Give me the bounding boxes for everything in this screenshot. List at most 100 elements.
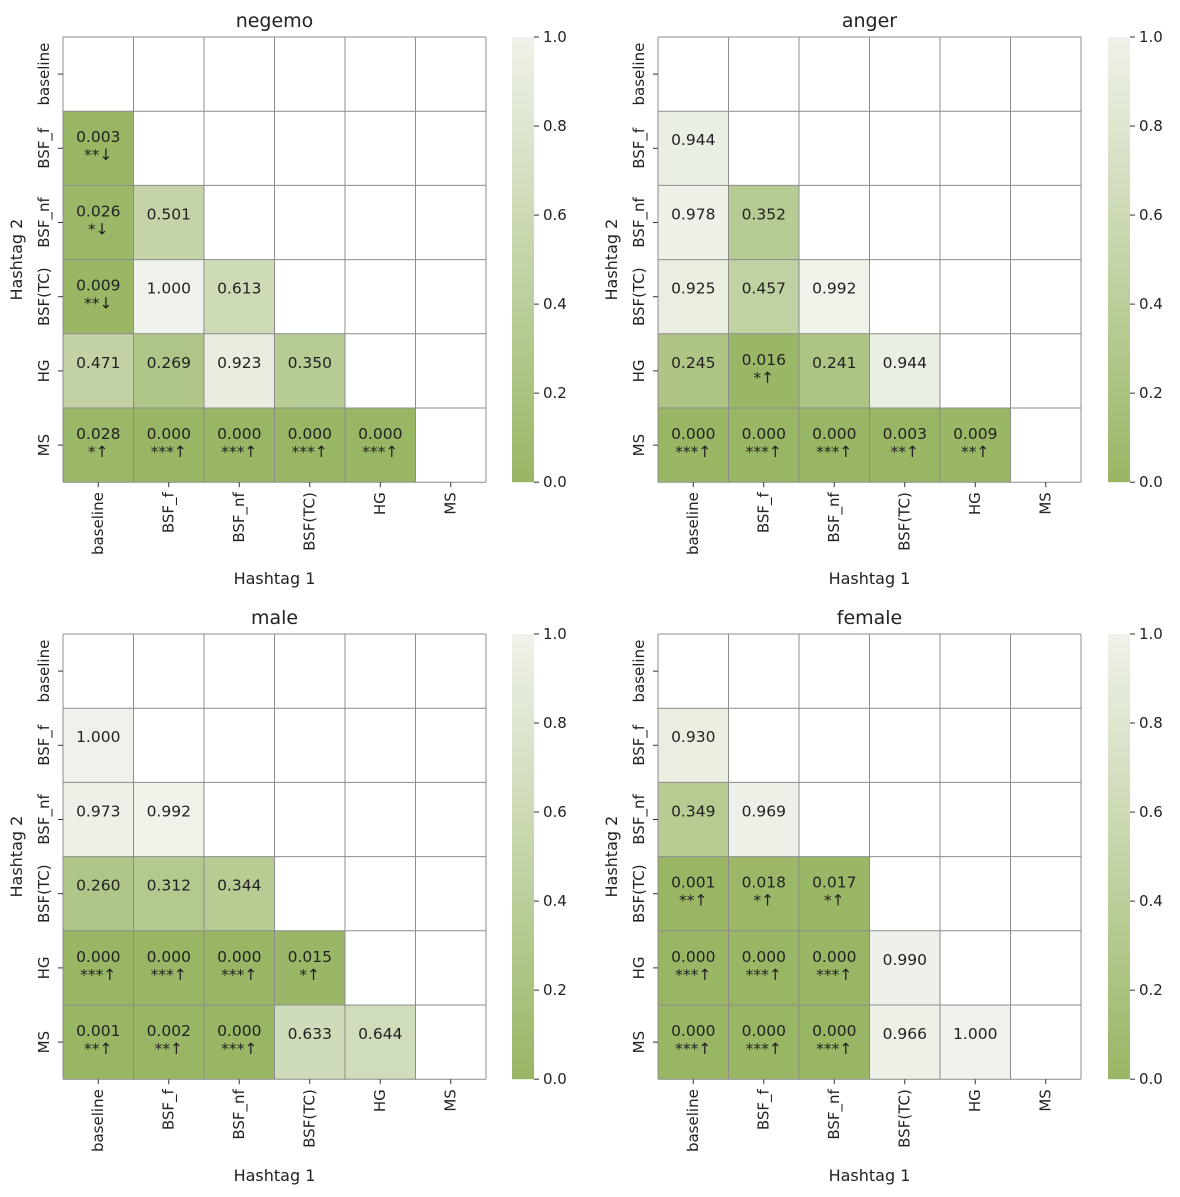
cell-value-label: 0.000 [742,425,786,443]
cell-significance-label: **↑ [891,443,920,461]
heatmap-cell [799,408,870,483]
cell-significance-label: ***↑ [151,966,187,984]
heatmap-cell [658,708,729,783]
colorbar-tick-label: 0.0 [1139,473,1163,491]
cell-value-label: 0.003 [883,425,927,443]
y-tick-label: BSF_nf [630,197,649,248]
x-axis-label: Hashtag 1 [234,569,316,588]
cell-significance-label: ***↑ [221,966,257,984]
cell-value-label: 0.000 [812,948,856,966]
heatmap-cell [658,185,729,260]
y-tick-label: HG [35,956,53,979]
x-tick-label: BSF_nf [230,1088,249,1139]
heatmap-cell [133,1005,204,1080]
heatmap-cell [204,930,275,1005]
cell-value-label: 0.000 [358,425,402,443]
cell-value-label: 1.000 [953,1025,997,1043]
heatmap-cell [63,259,134,334]
chart-title: negemo [236,10,314,32]
cell-value-label: 0.000 [288,425,332,443]
heatmap-cell [274,333,345,408]
colorbar-tick-label: 1.0 [1139,625,1163,643]
heatmap-cell [658,782,729,857]
colorbar-tick-label: 0.6 [1139,206,1163,224]
colorbar-tick-label: 0.2 [1139,981,1163,999]
cell-value-label: 0.633 [288,1025,332,1043]
cell-significance-label: *↑ [824,892,845,910]
cell-significance-label: *↓ [88,220,109,238]
heatmap-cell [274,408,345,483]
cell-significance-label: *↑ [753,892,774,910]
heatmap-cell [204,408,275,483]
heatmap-cell [940,1005,1011,1080]
heatmap-cell [799,1005,870,1080]
cell-value-label: 0.457 [742,280,786,298]
y-tick-label: HG [630,956,648,979]
y-tick-label: BSF_f [630,724,649,766]
heatmap-cell [204,1005,275,1080]
colorbar-tick-label: 0.6 [1139,803,1163,821]
y-tick-label: baseline [35,640,53,703]
y-tick-label: BSF(TC) [35,267,53,326]
colorbar-tick-label: 0.6 [543,206,567,224]
x-tick-label: BSF(TC) [896,492,914,551]
chart-title: female [837,607,903,629]
heatmap-cell [204,259,275,334]
cell-significance-label: *↑ [88,443,109,461]
y-tick-label: BSF_f [35,127,54,169]
heatmap-cell [133,930,204,1005]
heatmap-cell [658,333,729,408]
cell-value-label: 0.002 [147,1022,191,1040]
cell-value-label: 0.000 [217,1022,261,1040]
cell-value-label: 0.001 [76,1022,120,1040]
cell-value-label: 0.501 [147,205,191,223]
chart-title: anger [842,10,897,32]
cell-significance-label: ***↑ [816,966,852,984]
cell-value-label: 0.028 [76,425,120,443]
cell-significance-label: ***↑ [221,1040,257,1058]
cell-value-label: 0.349 [671,802,715,820]
y-tick-label: BSF(TC) [630,864,648,923]
cell-significance-label: ***↑ [675,443,711,461]
cell-value-label: 0.471 [76,354,120,372]
cell-value-label: 0.000 [147,425,191,443]
cell-value-label: 0.000 [742,948,786,966]
cell-significance-label: ***↑ [675,1040,711,1058]
x-tick-label: BSF(TC) [301,1089,319,1148]
y-tick-label: baseline [630,640,648,703]
x-tick-label: BSF(TC) [896,1089,914,1148]
colorbar-tick-label: 0.4 [1139,892,1163,910]
heatmap-cell [658,408,729,483]
x-tick-label: MS [1037,492,1055,514]
heatmap-cell [728,185,799,260]
y-tick-label: MS [630,1031,648,1053]
colorbar-tick-label: 0.4 [543,295,567,313]
colorbar-tick-label: 0.2 [1139,384,1163,402]
cell-significance-label: **↓ [84,295,113,313]
heatmap-cell [63,408,134,483]
cell-value-label: 0.017 [812,874,856,892]
x-tick-label: HG [966,492,984,515]
y-tick-label: HG [35,359,53,382]
cell-value-label: 0.000 [812,425,856,443]
heatmap-cell [869,1005,940,1080]
heatmap-cell [728,408,799,483]
heatmap-cell [63,856,134,931]
x-tick-label: baseline [89,492,107,555]
cell-value-label: 0.016 [742,351,786,369]
y-tick-label: BSF_f [630,127,649,169]
cell-value-label: 0.000 [217,948,261,966]
colorbar-tick-label: 0.4 [543,892,567,910]
heatmap-cell [799,259,870,334]
heatmap-cell [658,856,729,931]
heatmap-cell [799,930,870,1005]
heatmap-cell [799,333,870,408]
cell-significance-label: **↑ [679,892,708,910]
cell-significance-label: *↑ [753,369,774,387]
cell-significance-label: ***↑ [746,1040,782,1058]
colorbar-tick-label: 1.0 [543,28,567,46]
colorbar-tick-label: 0.8 [543,117,567,135]
cell-significance-label: ***↑ [746,966,782,984]
